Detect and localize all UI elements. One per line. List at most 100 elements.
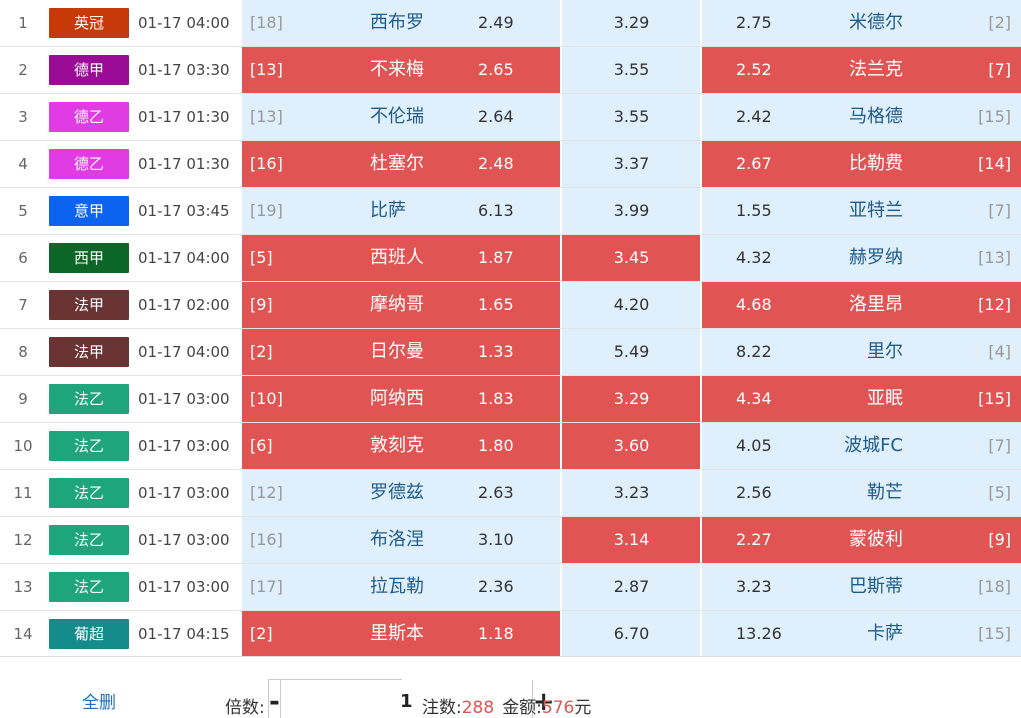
home-win-option[interactable]: [6] 敦刻克 1.80 [241,423,560,469]
away-win-option[interactable]: 3.23 巴斯蒂 [18] [701,564,1021,610]
home-odd: 3.10 [478,530,514,549]
home-win-option[interactable]: [9] 摩纳哥 1.65 [241,282,560,328]
draw-option[interactable]: 3.55 [561,94,700,140]
home-odd: 1.33 [478,342,514,361]
multiplier-input[interactable] [280,680,532,718]
away-team: 马格德 [849,106,903,127]
away-win-option[interactable]: 4.05 波城FC [7] [701,423,1021,469]
home-win-option[interactable]: [2] 日尔曼 1.33 [241,329,560,375]
home-rank: [9] [250,295,273,314]
match-index: 3 [18,108,28,126]
away-team: 蒙彼利 [849,529,903,550]
clear-all-button[interactable]: 全删 [82,693,116,713]
league-badge: 德乙 [49,149,129,179]
home-win-option[interactable]: [10] 阿纳西 1.83 [241,376,560,422]
away-win-option[interactable]: 13.26 卡萨 [15] [701,611,1021,657]
home-win-option[interactable]: [16] 布洛涅 3.10 [241,517,560,563]
home-team: 敦刻克 [370,435,424,456]
home-odd: 2.48 [478,154,514,173]
draw-option[interactable]: 3.45 [561,235,700,281]
away-win-option[interactable]: 4.34 亚眠 [15] [701,376,1021,422]
home-win-option[interactable]: [12] 罗德兹 2.63 [241,470,560,516]
away-rank: [5] [988,483,1011,502]
home-odd: 2.63 [478,483,514,502]
draw-option[interactable]: 3.23 [561,470,700,516]
home-team: 阿纳西 [370,388,424,409]
home-win-option[interactable]: [17] 拉瓦勒 2.36 [241,564,560,610]
home-odd: 2.64 [478,107,514,126]
away-win-option[interactable]: 1.55 亚特兰 [7] [701,188,1021,234]
league-badge: 法甲 [49,337,129,367]
amount-value: 576 [541,698,575,718]
draw-odd: 3.14 [613,530,650,549]
away-rank: [7] [988,60,1011,79]
match-index: 1 [18,14,28,32]
home-win-option[interactable]: [2] 里斯本 1.18 [241,611,560,657]
match-index: 4 [18,155,28,173]
draw-option[interactable]: 6.70 [561,611,700,657]
match-row: 7 法甲 01-17 02:00 [9] 摩纳哥 1.65 4.20 4.68 洛里昂 [12] [0,282,1021,329]
draw-option[interactable]: 3.55 [561,47,700,93]
away-odd: 2.67 [736,154,772,173]
home-rank: [2] [250,342,273,361]
draw-option[interactable]: 3.29 [561,376,700,422]
away-team: 里尔 [867,341,903,362]
match-time: 01-17 04:00 [138,343,230,361]
away-rank: [7] [988,436,1011,455]
away-team: 洛里昂 [849,294,903,315]
bets-label: 注数: [422,698,462,718]
match-row: 6 西甲 01-17 04:00 [5] 西班人 1.87 3.45 4.32 赫罗纳 [13] [0,235,1021,282]
away-win-option[interactable]: 2.42 马格德 [15] [701,94,1021,140]
match-time: 01-17 01:30 [138,155,230,173]
away-win-option[interactable]: 2.56 勒芒 [5] [701,470,1021,516]
away-win-option[interactable]: 2.75 米德尔 [2] [701,0,1021,46]
home-win-option[interactable]: [13] 不来梅 2.65 [241,47,560,93]
match-time: 01-17 04:00 [138,249,230,267]
match-index: 7 [18,296,28,314]
draw-odd: 2.87 [613,577,650,596]
decrement-button[interactable]: - [269,680,281,718]
away-rank: [15] [978,389,1011,408]
away-win-option[interactable]: 8.22 里尔 [4] [701,329,1021,375]
home-team: 比萨 [370,200,406,221]
away-win-option[interactable]: 4.68 洛里昂 [12] [701,282,1021,328]
league-badge: 法乙 [49,525,129,555]
home-odd: 1.80 [478,436,514,455]
away-odd: 2.52 [736,60,772,79]
away-win-option[interactable]: 2.52 法兰克 [7] [701,47,1021,93]
increment-button[interactable]: + [531,680,555,718]
match-row: 14 葡超 01-17 04:15 [2] 里斯本 1.18 6.70 13.26 卡萨 [15] [0,611,1021,658]
home-win-option[interactable]: [16] 杜塞尔 2.48 [241,141,560,187]
away-odd: 4.32 [736,248,772,267]
draw-option[interactable]: 3.99 [561,188,700,234]
draw-odd: 6.70 [613,624,650,643]
home-rank: [13] [250,107,283,126]
away-win-option[interactable]: 4.32 赫罗纳 [13] [701,235,1021,281]
away-team: 巴斯蒂 [849,576,903,597]
draw-option[interactable]: 5.49 [561,329,700,375]
league-badge: 葡超 [49,619,129,649]
draw-odd: 5.49 [613,342,650,361]
draw-option[interactable]: 3.14 [561,517,700,563]
match-index: 12 [13,531,33,549]
away-team: 亚特兰 [849,200,903,221]
draw-option[interactable]: 3.60 [561,423,700,469]
match-index: 6 [18,249,28,267]
home-win-option[interactable]: [13] 不伦瑞 2.64 [241,94,560,140]
match-time: 01-17 01:30 [138,108,230,126]
away-win-option[interactable]: 2.67 比勒费 [14] [701,141,1021,187]
home-win-option[interactable]: [19] 比萨 6.13 [241,188,560,234]
match-index: 13 [13,578,33,596]
match-row: 4 德乙 01-17 01:30 [16] 杜塞尔 2.48 3.37 2.67 比勒费 [14] [0,141,1021,188]
away-win-option[interactable]: 2.27 蒙彼利 [9] [701,517,1021,563]
draw-option[interactable]: 2.87 [561,564,700,610]
draw-option[interactable]: 3.37 [561,141,700,187]
draw-option[interactable]: 3.29 [561,0,700,46]
away-team: 米德尔 [849,12,903,33]
league-badge: 法乙 [49,431,129,461]
draw-option[interactable]: 4.20 [561,282,700,328]
home-team: 日尔曼 [370,341,424,362]
home-win-option[interactable]: [5] 西班人 1.87 [241,235,560,281]
home-win-option[interactable]: [18] 西布罗 2.49 [241,0,560,46]
match-index: 11 [13,484,33,502]
